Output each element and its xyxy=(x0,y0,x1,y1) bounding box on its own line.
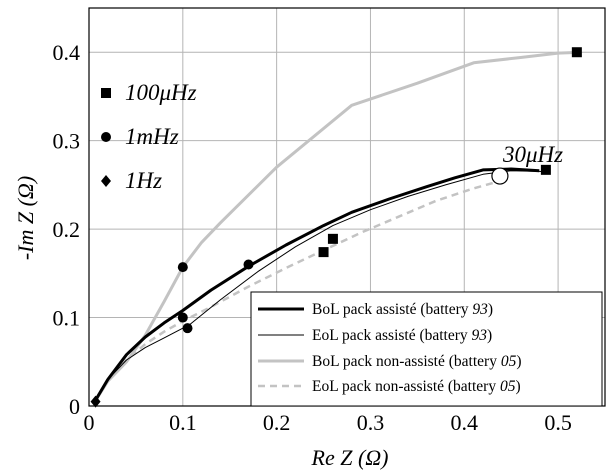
circle-marker xyxy=(177,312,188,323)
x-axis-label: Re Z (Ω) xyxy=(311,445,389,470)
circle-marker xyxy=(177,262,188,273)
square-marker xyxy=(318,247,329,258)
x-tick-label: 0.5 xyxy=(544,410,572,435)
marker-legend-label: 100μHz xyxy=(125,80,197,105)
circle-marker xyxy=(243,259,254,270)
series-line xyxy=(93,170,549,404)
x-tick-label: 0.2 xyxy=(263,410,291,435)
square-marker xyxy=(327,233,338,244)
series-line xyxy=(92,179,503,404)
legend-label: EoL pack assisté (battery 93) xyxy=(312,327,492,344)
series-legend: BoL pack assisté (battery 93) EoL pack as… xyxy=(250,291,603,407)
x-tick-label: 0.4 xyxy=(451,410,479,435)
marker-legend: 100μHz 1mHz 1Hz xyxy=(101,80,197,193)
diamond-marker xyxy=(90,395,101,408)
marker-layer xyxy=(90,47,582,408)
marker-legend-label: 1mHz xyxy=(125,124,179,149)
y-tick-label: 0.3 xyxy=(53,129,81,154)
legend-box xyxy=(250,291,603,407)
square-marker xyxy=(540,164,551,175)
series-line xyxy=(92,50,582,405)
marker-legend-label: 1Hz xyxy=(125,168,162,193)
legend-label: BoL pack assisté (battery 93) xyxy=(312,301,493,318)
y-axis-label: -Im Z (Ω) xyxy=(13,176,38,260)
annotation-30uhz: 30μHz xyxy=(502,142,563,167)
open-circle-marker xyxy=(491,167,509,185)
series-layer xyxy=(92,50,582,405)
series-line xyxy=(92,167,540,405)
square-marker xyxy=(571,47,582,58)
legend-label: BoL pack non-assisté (battery 05) xyxy=(312,353,522,370)
y-tick-label: 0.1 xyxy=(53,306,81,331)
square-marker xyxy=(101,88,111,98)
y-tick-label: 0.4 xyxy=(53,40,81,65)
x-tick-label: 0 xyxy=(84,410,95,435)
circle-marker xyxy=(182,323,193,334)
y-tick-label: 0 xyxy=(69,394,80,419)
diamond-marker xyxy=(101,175,111,187)
x-tick-label: 0.1 xyxy=(169,410,197,435)
circle-marker xyxy=(101,132,111,142)
legend-label: EoL pack non-assisté (battery 05) xyxy=(312,378,521,395)
y-tick-label: 0.2 xyxy=(53,217,81,242)
x-tick-label: 0.3 xyxy=(357,410,385,435)
tick-labels: 0 0.1 0.2 0.3 0.4 0.5 0 0.1 0.2 0.3 0.4 xyxy=(53,40,572,435)
